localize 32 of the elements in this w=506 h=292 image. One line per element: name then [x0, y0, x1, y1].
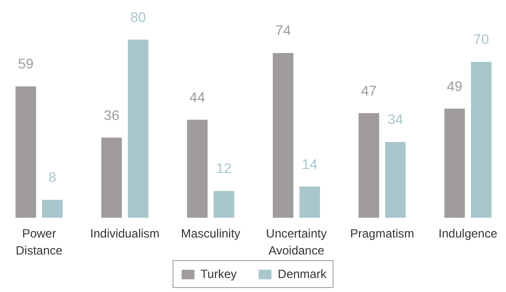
- data-label: 8: [48, 169, 56, 186]
- data-label: 36: [104, 106, 120, 123]
- legend-label: Turkey: [200, 267, 237, 281]
- data-label: 74: [275, 22, 292, 38]
- data-label: 80: [130, 8, 146, 25]
- bar: [128, 40, 148, 218]
- bar: [272, 53, 294, 218]
- x-tick-label: Individualism: [90, 226, 160, 241]
- bar: [299, 186, 320, 218]
- data-label: 59: [18, 56, 34, 72]
- bar: [358, 113, 380, 218]
- bar: [214, 191, 234, 218]
- x-tick-label: Power Distance: [16, 226, 63, 258]
- data-label: 70: [473, 31, 490, 48]
- data-label: 49: [446, 78, 463, 94]
- x-tick-label: Pragmatism: [350, 226, 414, 241]
- data-label: 12: [216, 160, 232, 176]
- data-label: 14: [302, 156, 318, 172]
- bar: [444, 108, 465, 218]
- legend-label: Denmark: [278, 267, 326, 281]
- x-tick-label: Masculinity: [180, 226, 240, 241]
- bar: [101, 138, 122, 218]
- data-label: 47: [361, 82, 377, 98]
- data-label: 34: [388, 111, 404, 128]
- bar: [385, 142, 406, 218]
- bar: [42, 200, 63, 218]
- bar: [16, 86, 36, 218]
- bar: [470, 62, 492, 218]
- x-tick-label: Indulgence: [438, 226, 498, 241]
- x-tick-label: Uncertainty Avoidance: [266, 226, 327, 258]
- data-label: 44: [190, 88, 206, 105]
- bar: [187, 120, 208, 218]
